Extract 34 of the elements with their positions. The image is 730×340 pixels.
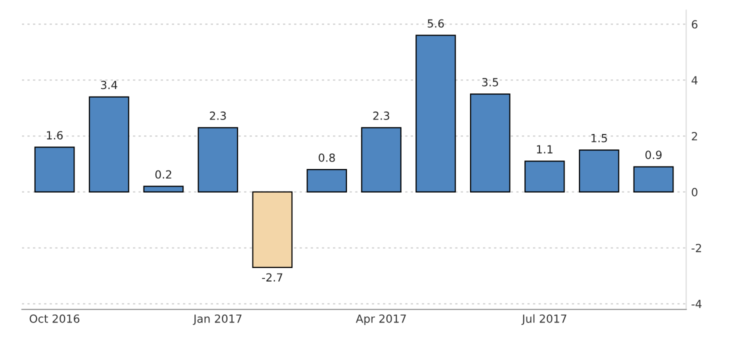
y-tick-label: -4	[692, 300, 702, 308]
x-tick-label: Apr 2017	[356, 314, 406, 326]
x-tick-label: Oct 2016	[30, 314, 80, 323]
bar	[88, 96, 130, 193]
data-label: -2.7	[262, 273, 282, 282]
y-tick-label: 4	[692, 76, 698, 84]
y-tick-label: 6	[692, 20, 698, 29]
data-label: 3.5	[482, 78, 498, 86]
data-label: 5.6	[428, 19, 444, 28]
y-tick-label: 0	[692, 188, 698, 196]
data-label: 2.3	[373, 112, 390, 120]
data-label: 2.3	[210, 112, 226, 120]
bar	[470, 94, 510, 193]
data-label: 1.5	[591, 134, 607, 142]
bar	[416, 34, 456, 193]
data-label: 1.6	[46, 131, 63, 140]
y-tick-label: -2	[692, 244, 702, 252]
y-tick-label: 2	[692, 132, 698, 140]
bar	[198, 127, 238, 193]
data-label: 0.2	[155, 170, 172, 179]
data-label: 0.9	[645, 150, 662, 160]
bar	[633, 166, 674, 193]
bar	[361, 127, 402, 193]
x-tick-label: Jul 2017	[521, 314, 566, 325]
data-label: 0.8	[318, 153, 335, 162]
data-label: 3.4	[101, 80, 118, 90]
bar	[578, 149, 620, 193]
bar	[524, 160, 565, 193]
bar	[306, 169, 347, 193]
bar	[143, 186, 184, 193]
bar	[34, 146, 75, 193]
x-tick-label: Jan 2017	[192, 314, 242, 325]
data-label: 1.1	[537, 145, 552, 154]
bar	[252, 191, 293, 268]
